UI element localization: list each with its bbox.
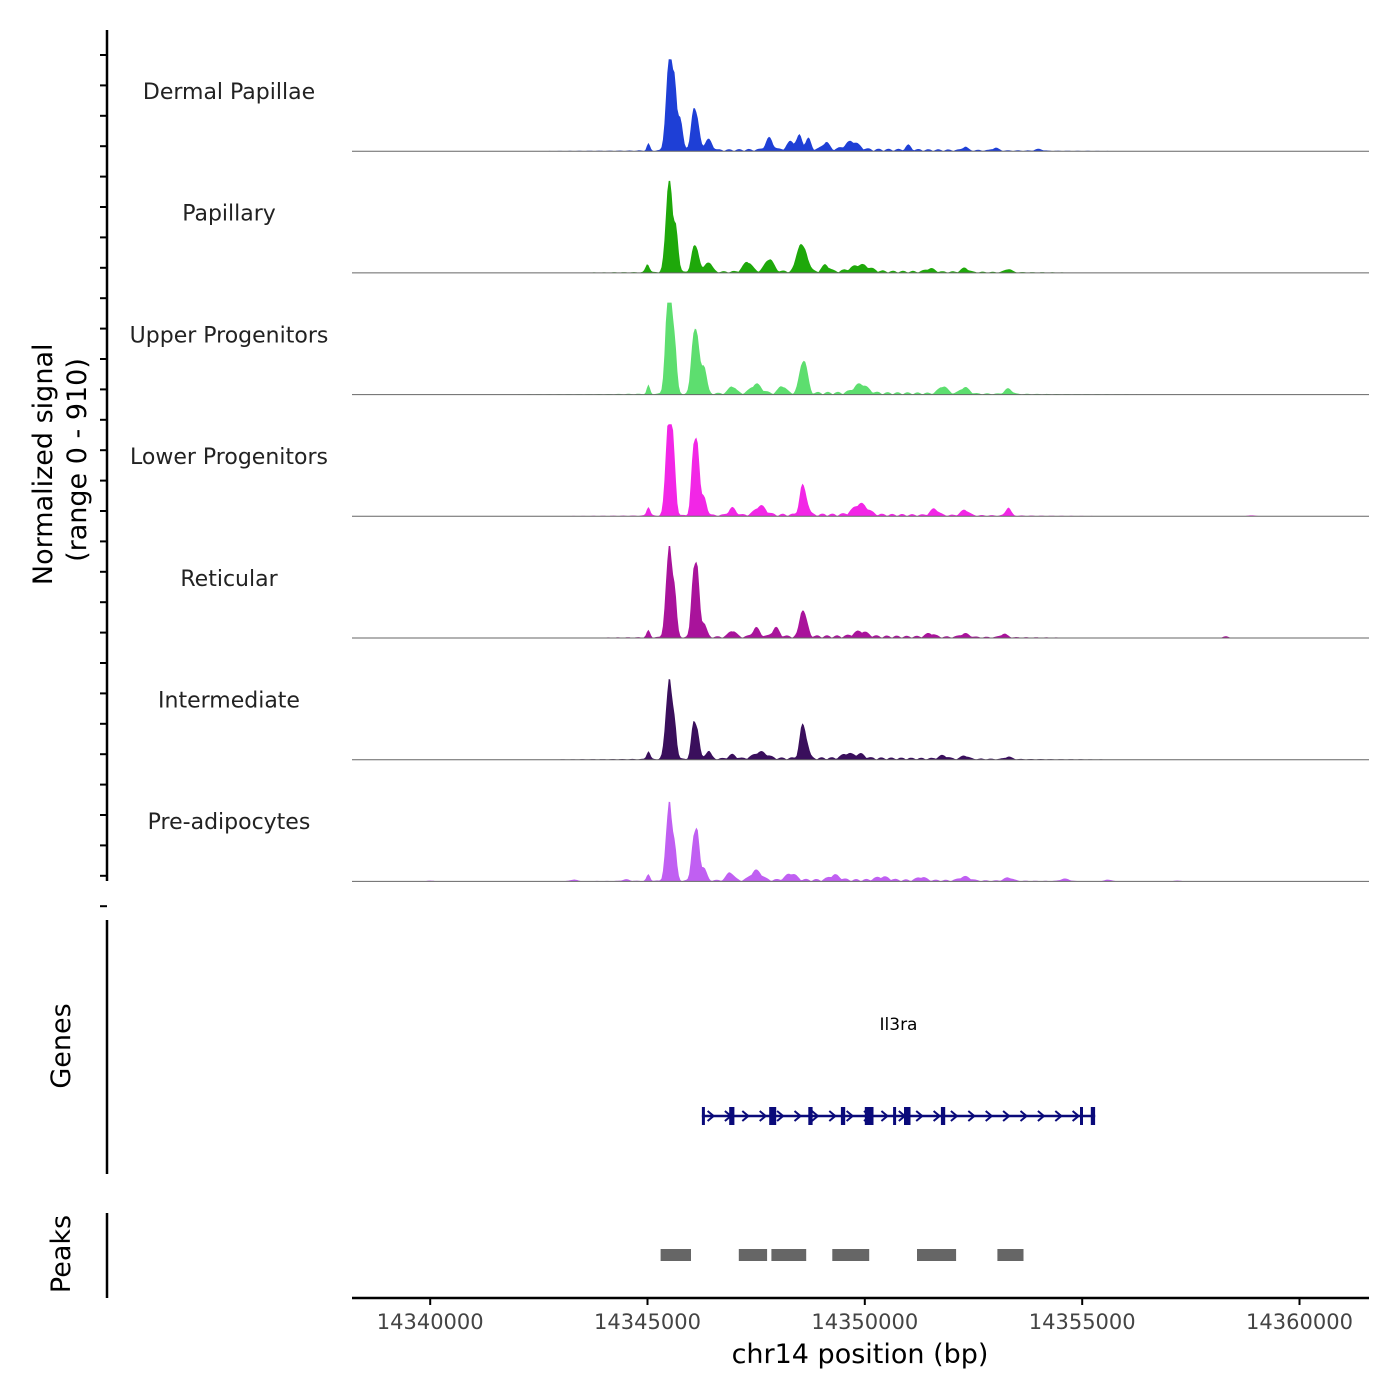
x-tick-label: 14360000: [1246, 1310, 1353, 1334]
exon: [904, 1107, 911, 1125]
exon: [940, 1107, 946, 1125]
signal-axis: [100, 30, 109, 908]
exon: [864, 1107, 874, 1125]
exon: [701, 1107, 705, 1125]
strand-arrow: [1002, 1110, 1011, 1122]
strand-arrow: [811, 1110, 820, 1122]
exon: [1090, 1107, 1096, 1125]
gene-model: [701, 1107, 1096, 1125]
track-dermal-papillae: Dermal Papillae: [143, 59, 1369, 152]
x-tick-label: 14345000: [594, 1310, 701, 1334]
track-label: Papillary: [182, 202, 276, 227]
exon: [1080, 1107, 1083, 1125]
track-reticular: Reticular: [180, 546, 1369, 639]
signal-tracks: Dermal Papillae Papillary Upper Progenitor…: [130, 59, 1369, 882]
peak-region: [771, 1249, 807, 1261]
peak-region: [660, 1249, 691, 1261]
genes-track-label: Genes: [46, 1003, 77, 1088]
exon: [808, 1107, 813, 1125]
strand-arrow: [1071, 1110, 1081, 1122]
gene-name-label: Il3ra: [880, 1015, 918, 1035]
x-axis: 14340000 14345000 14350000 14355000 14360000: [377, 1298, 1353, 1334]
signal-area: [352, 302, 1369, 395]
exon: [893, 1107, 897, 1125]
peak-regions: [660, 1249, 1024, 1261]
track-upper-progenitors: Upper Progenitors: [130, 302, 1369, 396]
track-label: Dermal Papillae: [143, 80, 315, 105]
peak-region: [997, 1249, 1024, 1261]
strand-arrow: [950, 1110, 959, 1122]
strand-arrow: [967, 1110, 976, 1122]
signal-axis-title: Normalized signal (range 0 - 910): [28, 335, 93, 585]
signal-area: [352, 546, 1369, 638]
x-axis-title: chr14 position (bp): [732, 1339, 989, 1370]
exon: [769, 1107, 777, 1125]
track-label: Lower Progenitors: [130, 445, 328, 470]
signal-area: [352, 424, 1369, 517]
peak-region: [832, 1249, 870, 1261]
strand-arrow: [880, 1110, 889, 1122]
signal-area: [352, 679, 1369, 760]
strand-arrow: [793, 1110, 803, 1122]
strand-arrow: [741, 1110, 750, 1122]
track-label: Intermediate: [158, 689, 300, 714]
strand-arrow: [985, 1110, 994, 1122]
strand-arrow: [1054, 1110, 1063, 1122]
strand-arrow: [828, 1110, 837, 1122]
exon: [729, 1107, 735, 1125]
strand-arrow: [706, 1110, 716, 1122]
strand-arrow: [915, 1110, 924, 1122]
track-label: Upper Progenitors: [130, 323, 329, 348]
strand-arrow: [759, 1110, 768, 1122]
signal-area: [352, 801, 1369, 882]
track-label: Reticular: [180, 567, 278, 592]
signal-area: [352, 180, 1369, 273]
strand-arrow: [1019, 1110, 1029, 1122]
track-label: Pre-adipocytes: [148, 810, 311, 835]
track-lower-progenitors: Lower Progenitors: [130, 424, 1369, 517]
track-intermediate: Intermediate: [158, 679, 1369, 761]
exon: [840, 1107, 846, 1125]
strand-arrow: [932, 1110, 942, 1122]
strand-arrow: [1037, 1110, 1046, 1122]
x-tick-label: 14355000: [1029, 1310, 1136, 1334]
x-tick-label: 14340000: [377, 1310, 484, 1334]
x-tick-label: 14350000: [811, 1310, 918, 1334]
peak-region: [738, 1249, 768, 1261]
strand-arrow: [845, 1110, 855, 1122]
peaks-track-label: Peaks: [46, 1215, 77, 1293]
track-pre-adipocytes: Pre-adipocytes: [148, 801, 1369, 882]
strand-arrow: [776, 1110, 785, 1122]
signal-area: [352, 59, 1369, 152]
peak-region: [917, 1249, 957, 1261]
track-papillary: Papillary: [182, 180, 1369, 274]
